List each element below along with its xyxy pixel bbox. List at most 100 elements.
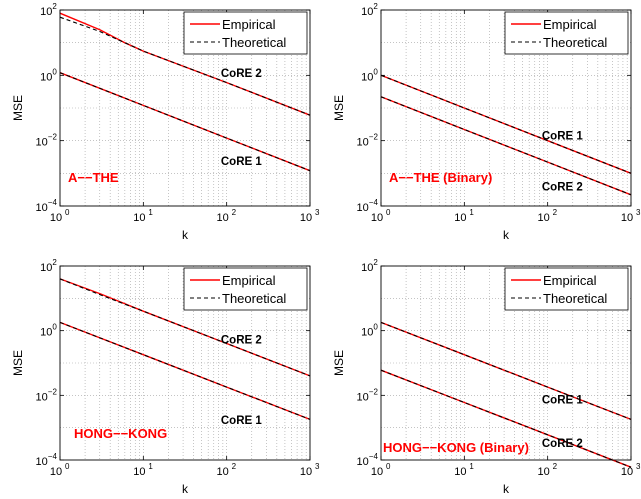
x-tick-label-exponent: 2 <box>553 462 558 471</box>
y-tick-label: 10 <box>36 137 48 149</box>
y-tick-label: 10 <box>357 137 369 149</box>
y-tick-label: 10 <box>40 262 52 274</box>
y-axis-label: MSE <box>332 95 346 121</box>
curve-annotation: CoRE 2 <box>221 68 262 80</box>
legend-box <box>504 267 629 311</box>
y-tick-label-exponent: 2 <box>373 258 378 267</box>
x-tick-label: 10 <box>133 466 145 478</box>
y-tick-label-exponent: 0 <box>373 323 378 332</box>
x-tick-label-exponent: 2 <box>553 208 558 217</box>
series-line-core1-theoretical <box>380 74 632 174</box>
x-tick-label: 10 <box>538 212 550 224</box>
x-tick-label-exponent: 0 <box>65 208 70 217</box>
axes-frame <box>59 265 311 461</box>
y-tick-label: 10 <box>40 71 52 83</box>
legend-label: Theoretical <box>222 35 286 50</box>
y-tick-label-exponent: −2 <box>48 133 58 142</box>
y-tick-label-exponent: 2 <box>373 2 378 11</box>
y-tick-label-exponent: 0 <box>373 67 378 76</box>
curve-annotation: CoRE 2 <box>221 335 262 347</box>
x-tick-label: 10 <box>133 212 145 224</box>
series-line-core2-empirical <box>59 278 311 377</box>
curve-annotation: CoRE 1 <box>542 130 584 142</box>
legend-label: Theoretical <box>222 291 286 306</box>
x-tick-label-exponent: 3 <box>315 462 320 471</box>
x-tick-label: 10 <box>300 466 312 478</box>
y-tick-label-exponent: −2 <box>48 387 58 396</box>
legend-box <box>183 11 308 55</box>
chart-panel-1: 10 0 10 1 10 2 10 310 −410 −210 010 2kMSEEmpiricalT… <box>11 2 320 242</box>
x-tick-label-exponent: 0 <box>65 462 70 471</box>
y-tick-label-exponent: −2 <box>369 387 379 396</box>
x-axis-label: k <box>182 228 189 242</box>
x-tick-label: 10 <box>50 212 62 224</box>
x-axis-label: k <box>503 228 510 242</box>
grid <box>381 266 631 460</box>
y-tick-label-exponent: −4 <box>48 452 58 461</box>
y-tick-label-exponent: 2 <box>52 2 57 11</box>
y-axis-label: MSE <box>332 350 346 376</box>
x-tick-label: 10 <box>217 212 229 224</box>
legend-label: Empirical <box>222 273 276 288</box>
x-tick-label: 10 <box>454 212 466 224</box>
y-tick-label: 10 <box>361 327 373 339</box>
axes-frame <box>380 9 632 207</box>
dataset-label: HONG−−KONG <box>74 426 167 441</box>
legend: Empirical Theoretical <box>504 267 629 311</box>
y-tick-label: 10 <box>361 71 373 83</box>
legend-label: Empirical <box>543 17 597 32</box>
x-axis-label: k <box>182 482 189 496</box>
x-tick-label-exponent: 3 <box>315 208 320 217</box>
y-tick-label: 10 <box>361 262 373 274</box>
legend-label: Empirical <box>543 273 597 288</box>
y-tick-label-exponent: 0 <box>52 67 57 76</box>
x-tick-label: 10 <box>371 212 383 224</box>
x-tick-label: 10 <box>217 466 229 478</box>
x-tick-label-exponent: 1 <box>148 208 153 217</box>
y-tick-label: 10 <box>36 202 48 214</box>
y-tick-label: 10 <box>357 391 369 403</box>
y-tick-label-exponent: −4 <box>48 198 58 207</box>
series-line-core2-theoretical <box>380 369 632 468</box>
y-axis-label: MSE <box>11 95 25 121</box>
dataset-label: A−−THE (Binary) <box>389 170 492 185</box>
series-line-core2-theoretical <box>59 278 311 377</box>
y-tick-label-exponent: 0 <box>52 323 57 332</box>
axes-frame <box>380 265 632 461</box>
y-tick-label: 10 <box>361 6 373 18</box>
y-tick-label: 10 <box>40 327 52 339</box>
y-axis-label: MSE <box>11 350 25 376</box>
grid <box>60 266 310 460</box>
y-tick-label-exponent: −4 <box>369 198 379 207</box>
x-tick-label: 10 <box>371 466 383 478</box>
legend-label: Empirical <box>222 17 276 32</box>
x-tick-label: 10 <box>538 466 550 478</box>
dataset-label: A−−THE <box>68 170 119 185</box>
y-tick-label: 10 <box>36 456 48 468</box>
y-tick-label-exponent: 2 <box>52 258 57 267</box>
series-line-core1-theoretical <box>380 321 632 420</box>
x-tick-label-exponent: 2 <box>232 208 237 217</box>
dataset-label: HONG−−KONG (Binary) <box>383 440 529 455</box>
x-tick-label: 10 <box>50 466 62 478</box>
legend-box <box>183 267 308 311</box>
chart-panel-4: 10 0 10 1 10 2 10 310 −410 −210 010 2kMSEEmpiricalT… <box>332 258 641 496</box>
legend-box <box>504 11 629 55</box>
series-line-core2-theoretical <box>59 16 311 116</box>
curve-annotation: CoRE 2 <box>542 438 583 450</box>
chart-panel-3: 10 0 10 1 10 2 10 310 −410 −210 010 2kMSEEmpiricalT… <box>11 258 320 496</box>
x-tick-label: 10 <box>621 212 633 224</box>
axes-frame <box>59 9 311 207</box>
series-line-core1-theoretical <box>59 72 311 172</box>
y-tick-label: 10 <box>40 6 52 18</box>
x-tick-label-exponent: 0 <box>386 462 391 471</box>
x-tick-label-exponent: 1 <box>148 462 153 471</box>
curve-annotation: CoRE 1 <box>221 156 263 168</box>
y-tick-label-exponent: −2 <box>369 133 379 142</box>
y-tick-label: 10 <box>36 391 48 403</box>
x-tick-label-exponent: 1 <box>469 462 474 471</box>
x-tick-label-exponent: 1 <box>469 208 474 217</box>
y-tick-label: 10 <box>357 456 369 468</box>
x-axis-label: k <box>503 482 510 496</box>
